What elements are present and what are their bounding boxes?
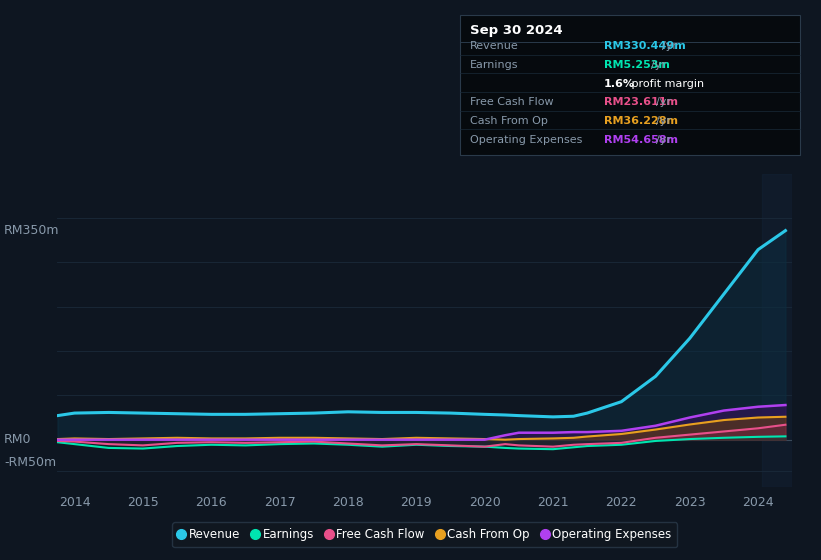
Text: /yr: /yr: [656, 116, 672, 126]
Text: RM5.253m: RM5.253m: [603, 60, 670, 70]
Bar: [762, 174, 792, 487]
Text: Cash From Op: Cash From Op: [470, 116, 548, 126]
Text: RM54.658m: RM54.658m: [603, 135, 677, 144]
Text: /yr: /yr: [656, 135, 672, 144]
Text: Sep 30 2024: Sep 30 2024: [470, 24, 562, 37]
Legend: Revenue, Earnings, Free Cash Flow, Cash From Op, Operating Expenses: Revenue, Earnings, Free Cash Flow, Cash …: [172, 522, 677, 547]
Text: Free Cash Flow: Free Cash Flow: [470, 97, 553, 108]
Text: RM330.449m: RM330.449m: [603, 41, 686, 52]
Text: Operating Expenses: Operating Expenses: [470, 135, 582, 144]
Text: RM23.611m: RM23.611m: [603, 97, 677, 108]
Text: /yr: /yr: [656, 97, 672, 108]
Text: Earnings: Earnings: [470, 60, 518, 70]
Text: profit margin: profit margin: [628, 79, 704, 88]
Text: 1.6%: 1.6%: [603, 79, 635, 88]
Text: RM36.228m: RM36.228m: [603, 116, 677, 126]
Text: -RM50m: -RM50m: [4, 456, 56, 469]
Text: /yr: /yr: [662, 41, 677, 52]
Text: RM350m: RM350m: [4, 223, 60, 236]
Text: RM0: RM0: [4, 433, 31, 446]
Text: Revenue: Revenue: [470, 41, 519, 52]
Text: /yr: /yr: [651, 60, 666, 70]
